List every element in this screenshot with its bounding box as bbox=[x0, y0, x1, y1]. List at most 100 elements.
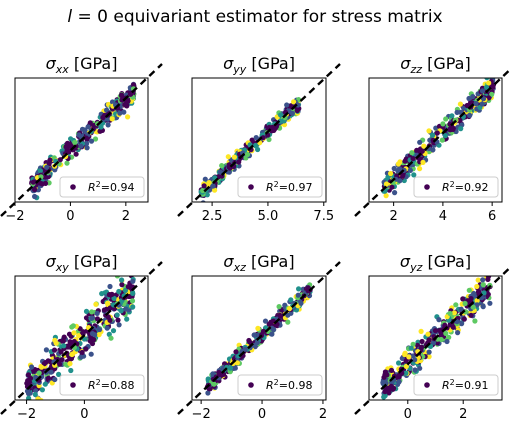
scatter-point bbox=[426, 354, 432, 360]
scatter-point bbox=[119, 277, 125, 283]
scatter-point bbox=[407, 167, 413, 173]
scatter-point bbox=[130, 304, 136, 310]
scatter-point bbox=[468, 312, 474, 318]
legend: R2=0.92 bbox=[413, 176, 499, 198]
scatter-points bbox=[204, 282, 313, 396]
scatter-point bbox=[78, 143, 84, 149]
scatter-point bbox=[101, 307, 107, 313]
scatter-point bbox=[121, 109, 127, 115]
scatter-point bbox=[382, 389, 388, 395]
scatter-point bbox=[57, 157, 63, 163]
scatter-point bbox=[60, 338, 66, 344]
scatter-point bbox=[417, 149, 423, 155]
scatter-point bbox=[44, 164, 50, 170]
x-tick-label: 0 bbox=[258, 407, 266, 422]
legend-marker bbox=[424, 382, 430, 388]
axes-frame bbox=[368, 77, 503, 203]
scatter-point bbox=[89, 309, 95, 315]
scatter-point bbox=[73, 151, 79, 157]
scatter-point bbox=[409, 150, 415, 156]
legend-label: R2=0.94 bbox=[88, 180, 134, 194]
scatter-point bbox=[119, 282, 125, 288]
scatter-point bbox=[115, 317, 121, 323]
scatter-point bbox=[479, 88, 486, 94]
scatter-point bbox=[111, 295, 117, 301]
scatter-point bbox=[425, 331, 431, 337]
scatter-point bbox=[122, 102, 128, 108]
scatter-point bbox=[460, 296, 466, 302]
scatter-point bbox=[420, 159, 426, 165]
scatter-point bbox=[31, 193, 38, 200]
scatter-point bbox=[440, 121, 446, 127]
scatter-point bbox=[78, 354, 84, 360]
scatter-point bbox=[46, 160, 52, 167]
scatter-point bbox=[430, 339, 437, 346]
scatter-point bbox=[110, 328, 117, 334]
scatter-point bbox=[116, 288, 122, 295]
scatter-point bbox=[251, 332, 257, 338]
panel-title: σzz [GPa] bbox=[400, 54, 470, 76]
scatter-point bbox=[114, 276, 120, 279]
scatter-point bbox=[205, 390, 211, 396]
scatter-point bbox=[436, 317, 442, 323]
scatter-point bbox=[105, 122, 111, 128]
scatter-point bbox=[129, 267, 134, 272]
scatter-point bbox=[285, 312, 291, 318]
x-tick-label: −2 bbox=[17, 407, 36, 422]
panel-sigma-xy: σxy [GPa] −2 0 R2=0.88 bbox=[0, 252, 163, 422]
scatter-point bbox=[206, 180, 212, 186]
scatter-point bbox=[234, 360, 240, 366]
scatter-point bbox=[447, 310, 453, 317]
scatter-point bbox=[262, 318, 269, 324]
scatter-point bbox=[294, 107, 300, 114]
scatter-point bbox=[76, 132, 82, 138]
scatter-point bbox=[254, 340, 260, 346]
scatter-point bbox=[484, 78, 490, 81]
scatter-point bbox=[255, 146, 261, 153]
scatter-point bbox=[450, 126, 456, 132]
scatter-point bbox=[91, 337, 97, 343]
scatter-point bbox=[271, 327, 277, 333]
scatter-point bbox=[42, 381, 48, 387]
axes-frame bbox=[14, 77, 149, 203]
scatter-point bbox=[122, 287, 128, 294]
scatter-point bbox=[210, 183, 216, 189]
scatter-point bbox=[426, 337, 432, 343]
scatter-point bbox=[108, 335, 114, 341]
scatter-point bbox=[212, 187, 218, 193]
legend-label: R2=0.88 bbox=[88, 378, 134, 392]
scatter-point bbox=[461, 316, 467, 322]
scatter-point bbox=[288, 297, 294, 303]
scatter-point bbox=[412, 357, 418, 363]
x-tick-label: 0 bbox=[404, 407, 412, 422]
scatter-point bbox=[84, 145, 90, 151]
scatter-point bbox=[39, 181, 45, 187]
title-text: = 0 equivariant estimator for stress mat… bbox=[72, 7, 443, 27]
scatter-point bbox=[412, 367, 418, 373]
scatter-point bbox=[83, 308, 90, 314]
scatter-point bbox=[48, 369, 54, 375]
scatter-point bbox=[276, 304, 282, 310]
legend-marker bbox=[248, 184, 254, 190]
scatter-point bbox=[400, 173, 406, 179]
scatter-point bbox=[35, 396, 41, 400]
panel-sigma-zz: σzz [GPa] 2 4 6 R2=0.92 bbox=[354, 54, 511, 224]
scatter-point bbox=[382, 372, 388, 378]
scatter-point bbox=[204, 192, 210, 198]
scatter-point bbox=[43, 347, 50, 353]
reference-line bbox=[0, 261, 163, 415]
scatter-point bbox=[260, 328, 267, 334]
scatter-point bbox=[432, 328, 439, 334]
scatter-point bbox=[105, 314, 111, 320]
legend-label: R2=0.98 bbox=[266, 378, 312, 392]
scatter-point bbox=[63, 361, 69, 367]
scatter-point bbox=[72, 139, 78, 146]
scatter-point bbox=[455, 330, 461, 336]
scatter-point bbox=[118, 308, 124, 314]
scatter-point bbox=[418, 328, 424, 334]
scatter-point bbox=[411, 172, 417, 178]
title-symbol: l bbox=[67, 7, 72, 27]
scatter-point bbox=[426, 349, 432, 355]
scatter-point bbox=[56, 371, 62, 377]
